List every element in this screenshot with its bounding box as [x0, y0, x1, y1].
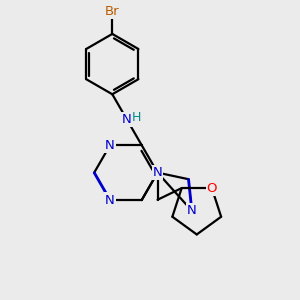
Text: N: N — [105, 194, 115, 206]
Text: Br: Br — [105, 5, 120, 18]
Text: N: N — [105, 139, 115, 152]
Text: H: H — [132, 111, 141, 124]
Text: N: N — [153, 166, 162, 179]
Text: O: O — [207, 182, 217, 195]
Text: N: N — [122, 112, 131, 126]
Text: N: N — [187, 204, 197, 217]
